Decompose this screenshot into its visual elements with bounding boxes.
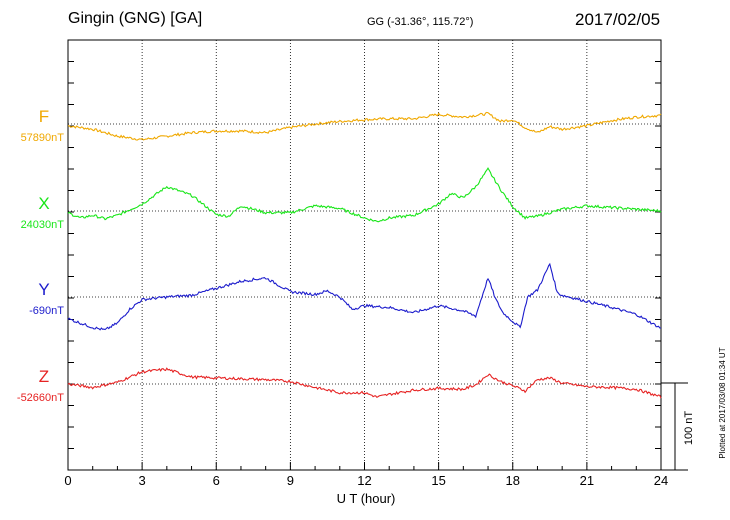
x-tick-label: 21 xyxy=(580,473,594,488)
plot-date: 2017/02/05 xyxy=(575,10,661,29)
x-tick-label: 3 xyxy=(139,473,146,488)
plotted-timestamp: Plotted at 2017/03/08 01:34 UT xyxy=(718,347,727,458)
station-coordinates: GG (-31.36°, 115.72°) xyxy=(367,16,474,28)
scale-bar-label: 100 nT xyxy=(683,411,695,446)
x-tick-label: 6 xyxy=(213,473,220,488)
series-group xyxy=(67,111,662,399)
series-line-x xyxy=(67,167,662,223)
x-tick-label: 12 xyxy=(357,473,371,488)
series-line-y xyxy=(67,262,661,331)
series-line-f xyxy=(68,111,662,141)
component-label-y: Y xyxy=(38,280,49,299)
series-line-z xyxy=(67,367,662,399)
x-axis-label: U T (hour) xyxy=(337,491,396,506)
axis-ticks: 0 3 6 9 12 15 18 21 24 xyxy=(64,61,668,488)
x-tick-label: 24 xyxy=(654,473,668,488)
x-tick-label: 18 xyxy=(506,473,520,488)
component-label-z: Z xyxy=(39,367,49,386)
plot-frame xyxy=(67,39,662,471)
component-label-x: X xyxy=(38,194,49,213)
x-tick-label: 9 xyxy=(287,473,294,488)
x-tick-label: 15 xyxy=(431,473,445,488)
component-label-f: F xyxy=(39,107,49,126)
baseline-value-y: -690nT xyxy=(29,305,64,317)
station-title: Gingin (GNG) [GA] xyxy=(68,10,203,27)
grid-lines xyxy=(68,40,661,470)
baseline-value-f: 57890nT xyxy=(21,132,65,144)
x-tick-label: 0 xyxy=(64,473,71,488)
baseline-value-x: 24030nT xyxy=(21,219,65,231)
baseline-value-z: -52660nT xyxy=(17,392,64,404)
label-group: F 57890nT X 24030nT Y -690nT Z -52660nT xyxy=(17,107,64,404)
scale-bar: 100 nT xyxy=(661,382,695,471)
